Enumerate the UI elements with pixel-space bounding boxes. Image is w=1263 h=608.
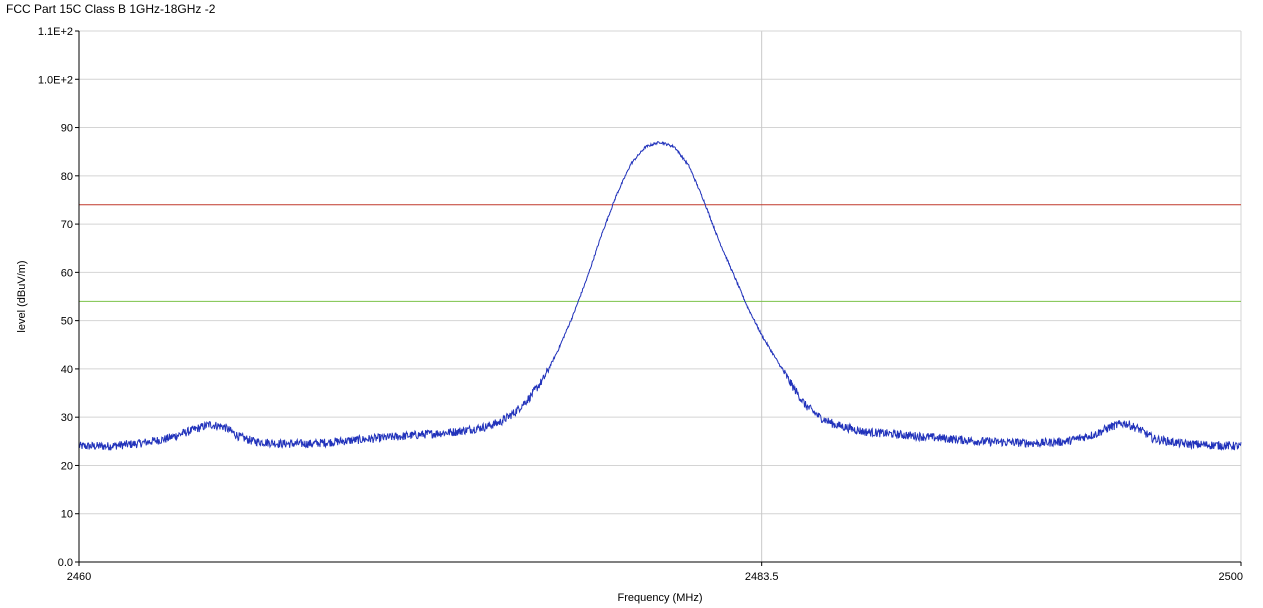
x-tick-label: 2483.5 xyxy=(745,571,779,583)
chart-title: FCC Part 15C Class B 1GHz-18GHz -2 xyxy=(6,2,216,16)
x-axis-label: Frequency (MHz) xyxy=(618,592,703,604)
y-tick-label: 50 xyxy=(61,316,73,328)
grid xyxy=(79,30,1242,562)
y-tick-label: 10 xyxy=(61,509,73,521)
y-tick-label: 1.1E+2 xyxy=(38,26,73,38)
x-tick-label: 2460 xyxy=(67,571,91,583)
y-tick-label: 1.0E+2 xyxy=(38,74,73,86)
y-tick-labels: 0.0 10 20 30 40 50 60 70 80 90 1.0E+2 1.1E+2 xyxy=(38,26,79,569)
y-tick-label: 20 xyxy=(61,460,73,472)
y-tick-label: 90 xyxy=(61,123,73,135)
y-tick-label: 0.0 xyxy=(58,557,73,569)
axes xyxy=(78,31,1241,563)
x-tick-label: 2500 xyxy=(1219,571,1243,583)
y-tick-label: 30 xyxy=(61,412,73,424)
y-tick-label: 70 xyxy=(61,219,73,231)
y-tick-label: 40 xyxy=(61,364,73,376)
y-axis-label: level (dBuV/m) xyxy=(16,260,28,332)
y-tick-label: 60 xyxy=(61,267,73,279)
y-tick-label: 80 xyxy=(61,171,73,183)
series-line xyxy=(78,141,1242,451)
series-group xyxy=(78,141,1242,451)
x-tick-labels: 2460 2483.5 2500 xyxy=(67,562,1243,583)
limit-lines xyxy=(79,204,1241,302)
